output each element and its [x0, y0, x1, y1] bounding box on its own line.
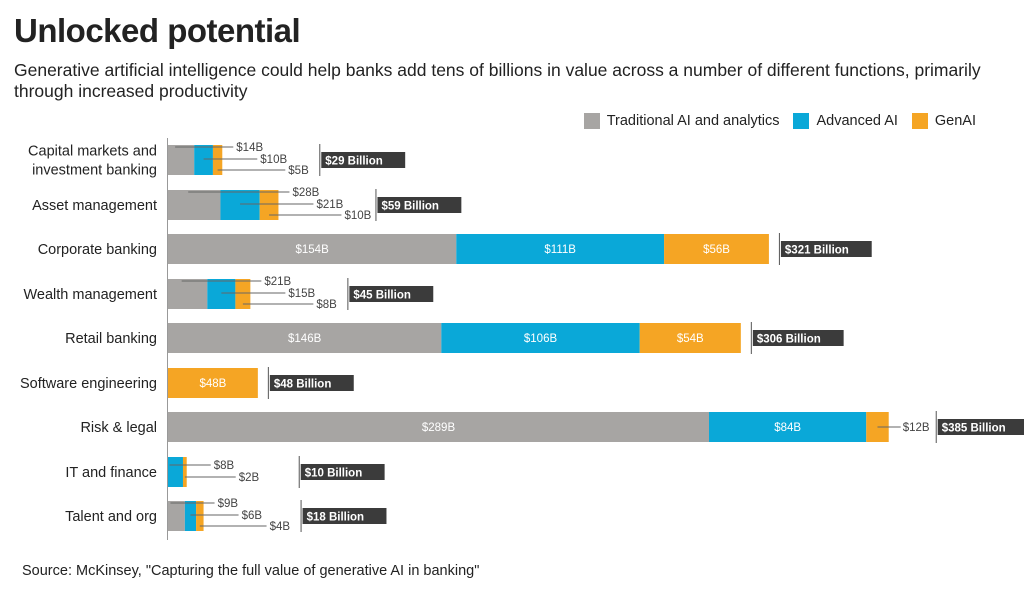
legend-item-genai: GenAI — [911, 113, 976, 129]
value-label: $146B — [288, 333, 322, 345]
value-label: $111B — [544, 244, 576, 256]
category-label: Capital markets and — [28, 144, 157, 160]
bar-segment-advanced — [207, 279, 236, 309]
bar-segment-traditional — [168, 145, 195, 175]
value-label: $4B — [270, 521, 291, 533]
bar-segment-traditional — [168, 501, 185, 531]
value-label: $84B — [774, 422, 801, 434]
value-label: $9B — [218, 498, 239, 510]
total-label: $18 Billion — [307, 512, 365, 524]
value-label: $106B — [524, 333, 558, 345]
value-label: $10B — [260, 154, 287, 166]
total-label: $385 Billion — [942, 423, 1006, 435]
total-label: $59 Billion — [381, 201, 439, 213]
bar-segment-genai — [212, 145, 223, 175]
total-label: $48 Billion — [274, 379, 332, 391]
value-label: $21B — [264, 276, 291, 288]
category-label: Risk & legal — [80, 420, 157, 436]
total-label: $45 Billion — [353, 290, 411, 302]
bar-segment-advanced — [168, 457, 183, 487]
category-label: Corporate banking — [38, 242, 157, 258]
category-label: investment banking — [32, 163, 157, 179]
bar-segment-advanced — [441, 323, 640, 353]
chart-subtitle: Generative artificial intelligence could… — [14, 60, 981, 101]
total-badge — [377, 197, 462, 213]
category-label: IT and finance — [65, 465, 157, 481]
value-label: $5B — [288, 165, 309, 177]
bar-segment-advanced — [220, 190, 260, 220]
legend: Traditional AI and analytics Advanced AI… — [583, 113, 976, 129]
total-label: $10 Billion — [305, 468, 363, 480]
bar-segment-advanced — [194, 145, 213, 175]
total-badge — [300, 464, 385, 480]
value-label: $2B — [239, 472, 260, 484]
legend-item-traditional: Traditional AI and analytics — [583, 113, 780, 129]
value-label: $14B — [236, 142, 263, 154]
total-badge — [937, 419, 1024, 435]
category-label: Talent and org — [65, 509, 157, 525]
legend-item-advanced: Advanced AI — [793, 113, 898, 129]
bar-segment-advanced — [709, 412, 867, 442]
total-badge — [269, 375, 354, 391]
value-label: $154B — [296, 244, 330, 256]
bar-segment-genai — [196, 501, 204, 531]
category-label: Retail banking — [65, 331, 157, 347]
bar-segment-genai — [168, 368, 258, 398]
chart-title: Unlocked potential — [14, 12, 301, 49]
value-label: $12B — [903, 422, 930, 434]
bar-segment-genai — [235, 279, 251, 309]
bar-segment-traditional — [168, 190, 221, 220]
bar-segment-genai — [664, 234, 769, 264]
value-label: $48B — [199, 378, 226, 390]
bar-segment-advanced — [184, 501, 197, 531]
bar-segment-advanced — [456, 234, 665, 264]
value-label: $15B — [288, 288, 315, 300]
bar-segment-genai — [639, 323, 741, 353]
legend-label: Traditional AI and analytics — [606, 113, 780, 129]
legend-label: Advanced AI — [816, 113, 898, 129]
bar-segment-genai — [182, 457, 187, 487]
value-label: $10B — [344, 210, 371, 222]
bar-segment-traditional — [168, 234, 457, 264]
source-note: Source: McKinsey, "Capturing the full va… — [22, 563, 480, 579]
bar-segment-traditional — [168, 323, 442, 353]
total-label: $306 Billion — [757, 334, 821, 346]
category-label: Asset management — [32, 198, 157, 214]
value-label: $8B — [214, 460, 235, 472]
value-label: $54B — [677, 333, 704, 345]
value-label: $289B — [422, 422, 456, 434]
bar-segment-traditional — [168, 412, 710, 442]
total-label: $321 Billion — [785, 245, 849, 257]
legend-swatch — [793, 113, 810, 129]
legend-swatch — [911, 113, 928, 129]
total-badge — [302, 508, 387, 524]
legend-swatch — [583, 113, 600, 129]
bar-segment-genai — [259, 190, 279, 220]
value-label: $21B — [316, 199, 343, 211]
value-label: $56B — [703, 244, 730, 256]
value-label: $6B — [242, 510, 263, 522]
total-badge — [349, 286, 434, 302]
legend-label: GenAI — [934, 113, 976, 129]
total-badge — [321, 152, 406, 168]
value-label: $28B — [292, 187, 319, 199]
total-badge — [780, 241, 872, 257]
bar-segment-traditional — [168, 279, 208, 309]
total-label: $29 Billion — [325, 156, 383, 168]
value-label: $8B — [316, 299, 337, 311]
total-badge — [752, 330, 844, 346]
category-label: Software engineering — [20, 376, 157, 392]
category-label: Wealth management — [23, 287, 157, 303]
